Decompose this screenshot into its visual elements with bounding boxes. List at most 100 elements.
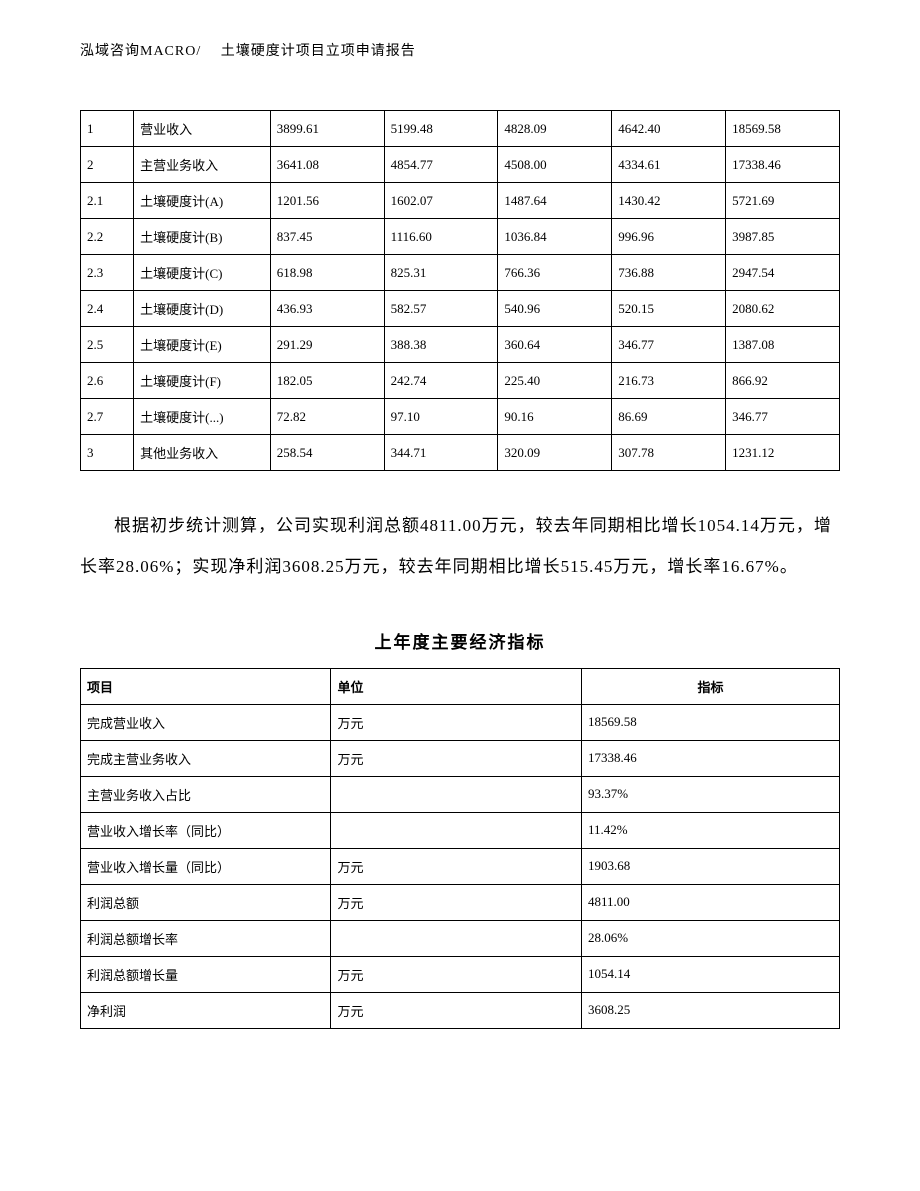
header-cell: 单位 <box>331 668 581 704</box>
table-row: 净利润 万元 3608.25 <box>81 992 840 1028</box>
cell: 1 <box>81 111 134 147</box>
cell: 17338.46 <box>726 147 840 183</box>
cell: 28.06% <box>581 920 839 956</box>
table-row: 2 主营业务收入 3641.08 4854.77 4508.00 4334.61… <box>81 147 840 183</box>
cell: 766.36 <box>498 255 612 291</box>
cell: 346.77 <box>612 327 726 363</box>
cell: 2.2 <box>81 219 134 255</box>
cell: 1602.07 <box>384 183 498 219</box>
table-row: 2.6 土壤硬度计(F) 182.05 242.74 225.40 216.73… <box>81 363 840 399</box>
cell: 土壤硬度计(A) <box>134 183 271 219</box>
cell: 1231.12 <box>726 435 840 471</box>
cell: 307.78 <box>612 435 726 471</box>
cell: 388.38 <box>384 327 498 363</box>
cell: 1487.64 <box>498 183 612 219</box>
cell: 344.71 <box>384 435 498 471</box>
cell <box>331 776 581 812</box>
cell: 主营业务收入占比 <box>81 776 331 812</box>
cell: 4334.61 <box>612 147 726 183</box>
cell: 万元 <box>331 848 581 884</box>
cell: 90.16 <box>498 399 612 435</box>
cell: 18569.58 <box>581 704 839 740</box>
table-row: 营业收入增长率（同比） 11.42% <box>81 812 840 848</box>
cell: 4828.09 <box>498 111 612 147</box>
cell: 93.37% <box>581 776 839 812</box>
cell <box>331 920 581 956</box>
cell: 2.1 <box>81 183 134 219</box>
cell: 1036.84 <box>498 219 612 255</box>
cell: 利润总额增长率 <box>81 920 331 956</box>
cell: 258.54 <box>270 435 384 471</box>
cell: 360.64 <box>498 327 612 363</box>
table-row: 完成营业收入 万元 18569.58 <box>81 704 840 740</box>
cell: 97.10 <box>384 399 498 435</box>
cell: 216.73 <box>612 363 726 399</box>
header-cell: 项目 <box>81 668 331 704</box>
header-cell: 指标 <box>581 668 839 704</box>
cell: 万元 <box>331 884 581 920</box>
cell: 4508.00 <box>498 147 612 183</box>
cell: 4811.00 <box>581 884 839 920</box>
cell: 净利润 <box>81 992 331 1028</box>
cell: 万元 <box>331 704 581 740</box>
table-row: 利润总额增长量 万元 1054.14 <box>81 956 840 992</box>
cell: 436.93 <box>270 291 384 327</box>
cell: 618.98 <box>270 255 384 291</box>
cell: 完成营业收入 <box>81 704 331 740</box>
table-row: 2.3 土壤硬度计(C) 618.98 825.31 766.36 736.88… <box>81 255 840 291</box>
cell: 1201.56 <box>270 183 384 219</box>
cell: 5721.69 <box>726 183 840 219</box>
cell: 540.96 <box>498 291 612 327</box>
table-header-row: 项目 单位 指标 <box>81 668 840 704</box>
cell: 2.3 <box>81 255 134 291</box>
revenue-breakdown-table: 1 营业收入 3899.61 5199.48 4828.09 4642.40 1… <box>80 110 840 471</box>
cell: 866.92 <box>726 363 840 399</box>
cell: 2.5 <box>81 327 134 363</box>
cell: 1430.42 <box>612 183 726 219</box>
cell: 万元 <box>331 992 581 1028</box>
cell: 242.74 <box>384 363 498 399</box>
cell: 4854.77 <box>384 147 498 183</box>
cell: 17338.46 <box>581 740 839 776</box>
cell: 837.45 <box>270 219 384 255</box>
cell: 182.05 <box>270 363 384 399</box>
cell: 225.40 <box>498 363 612 399</box>
cell: 利润总额增长量 <box>81 956 331 992</box>
summary-paragraph: 根据初步统计测算，公司实现利润总额4811.00万元，较去年同期相比增长1054… <box>80 506 840 588</box>
cell: 520.15 <box>612 291 726 327</box>
table1-body: 1 营业收入 3899.61 5199.48 4828.09 4642.40 1… <box>81 111 840 471</box>
cell: 其他业务收入 <box>134 435 271 471</box>
cell: 5199.48 <box>384 111 498 147</box>
cell: 1054.14 <box>581 956 839 992</box>
cell: 3 <box>81 435 134 471</box>
cell: 4642.40 <box>612 111 726 147</box>
cell: 土壤硬度计(D) <box>134 291 271 327</box>
table-row: 主营业务收入占比 93.37% <box>81 776 840 812</box>
cell: 营业收入 <box>134 111 271 147</box>
table-row: 完成主营业务收入 万元 17338.46 <box>81 740 840 776</box>
cell: 土壤硬度计(C) <box>134 255 271 291</box>
cell: 土壤硬度计(F) <box>134 363 271 399</box>
cell: 土壤硬度计(B) <box>134 219 271 255</box>
cell: 346.77 <box>726 399 840 435</box>
table-row: 2.1 土壤硬度计(A) 1201.56 1602.07 1487.64 143… <box>81 183 840 219</box>
section-title: 上年度主要经济指标 <box>80 628 840 653</box>
cell: 万元 <box>331 740 581 776</box>
cell: 2080.62 <box>726 291 840 327</box>
cell: 主营业务收入 <box>134 147 271 183</box>
cell: 72.82 <box>270 399 384 435</box>
cell: 1387.08 <box>726 327 840 363</box>
cell: 利润总额 <box>81 884 331 920</box>
table-row: 利润总额 万元 4811.00 <box>81 884 840 920</box>
table-row: 2.5 土壤硬度计(E) 291.29 388.38 360.64 346.77… <box>81 327 840 363</box>
cell: 3899.61 <box>270 111 384 147</box>
cell: 2.7 <box>81 399 134 435</box>
cell: 营业收入增长量（同比） <box>81 848 331 884</box>
cell: 营业收入增长率（同比） <box>81 812 331 848</box>
table-row: 2.2 土壤硬度计(B) 837.45 1116.60 1036.84 996.… <box>81 219 840 255</box>
cell: 3608.25 <box>581 992 839 1028</box>
page-header: 泓域咨询MACRO/ 土壤硬度计项目立项申请报告 <box>80 40 840 60</box>
cell: 11.42% <box>581 812 839 848</box>
cell: 320.09 <box>498 435 612 471</box>
economic-indicators-table: 项目 单位 指标 完成营业收入 万元 18569.58 完成主营业务收入 万元 … <box>80 668 840 1029</box>
